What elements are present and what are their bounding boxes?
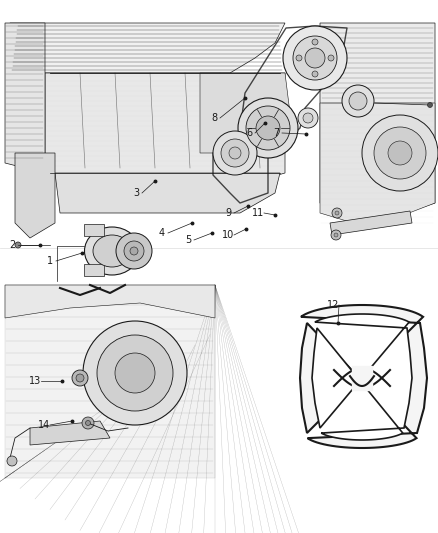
Text: 11: 11 [252,208,264,218]
Circle shape [312,39,318,45]
Polygon shape [300,305,427,448]
Text: 2: 2 [9,240,15,250]
Ellipse shape [93,235,131,267]
Circle shape [283,26,347,90]
Polygon shape [330,211,412,235]
Circle shape [374,127,426,179]
Circle shape [116,233,152,269]
Circle shape [115,353,155,393]
Text: 10: 10 [222,230,234,240]
Circle shape [229,147,241,159]
Bar [84,224,104,236]
Circle shape [238,98,298,158]
Polygon shape [312,314,412,440]
Circle shape [312,71,318,77]
Bar [84,264,104,276]
Circle shape [349,92,367,110]
Polygon shape [15,153,55,238]
Polygon shape [30,421,110,445]
Polygon shape [5,285,215,318]
Circle shape [7,456,17,466]
Polygon shape [0,0,438,248]
Text: 5: 5 [185,235,191,245]
Circle shape [85,421,91,425]
Circle shape [296,55,302,61]
Text: 12: 12 [327,300,339,310]
Circle shape [213,131,257,175]
Circle shape [388,141,412,165]
Polygon shape [200,73,290,153]
Text: 14: 14 [38,420,50,430]
Circle shape [342,85,374,117]
Circle shape [332,208,342,218]
Circle shape [246,106,290,150]
Circle shape [427,102,432,108]
Polygon shape [320,23,435,228]
Polygon shape [45,73,285,193]
Text: 9: 9 [225,208,231,218]
Polygon shape [320,103,435,228]
Circle shape [331,230,341,240]
Polygon shape [55,173,280,213]
Text: 7: 7 [273,128,279,138]
Circle shape [335,211,339,215]
Circle shape [130,247,138,255]
Text: 4: 4 [159,228,165,238]
Ellipse shape [85,227,139,275]
Text: 3: 3 [133,188,139,198]
Circle shape [362,115,438,191]
Text: 6: 6 [246,128,252,138]
Circle shape [76,374,84,382]
Circle shape [303,113,313,123]
Circle shape [72,370,88,386]
Circle shape [334,233,338,237]
Circle shape [293,36,337,80]
Polygon shape [5,285,215,478]
Text: 8: 8 [211,113,217,123]
Text: 13: 13 [29,376,41,386]
Circle shape [82,417,94,429]
Circle shape [305,48,325,68]
Polygon shape [0,248,438,533]
Text: 1: 1 [47,256,53,266]
Circle shape [97,335,173,411]
Circle shape [221,139,249,167]
Polygon shape [5,23,45,173]
Circle shape [15,242,21,248]
Circle shape [124,241,144,261]
Circle shape [83,321,187,425]
Polygon shape [352,366,372,390]
Circle shape [298,108,318,128]
Circle shape [328,55,334,61]
Circle shape [256,116,280,140]
Polygon shape [10,23,285,73]
